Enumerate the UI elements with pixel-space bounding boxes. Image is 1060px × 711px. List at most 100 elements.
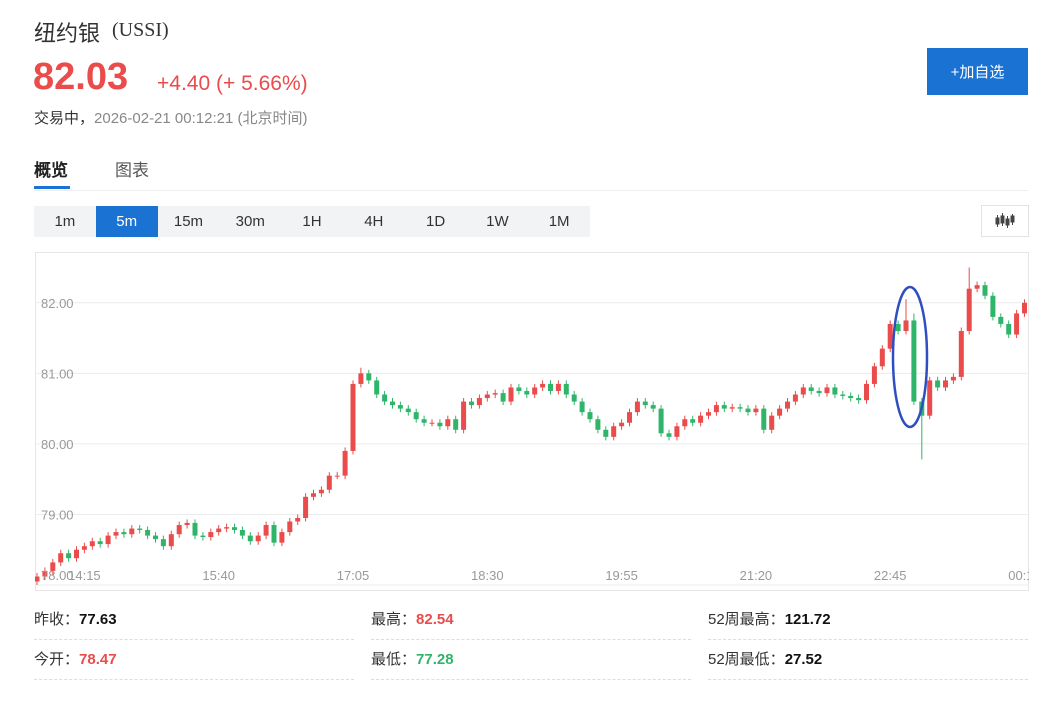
x-tick-label: 15:40 [202,568,235,583]
candle-body [785,401,790,409]
candle-body [990,295,996,317]
candle-body [255,535,261,542]
y-tick-label: 81.00 [41,366,74,381]
stat-label: 最低： [371,651,417,668]
candle-body [1014,313,1020,335]
candle-body [563,383,569,395]
period-button[interactable]: 4H [364,213,384,230]
instrument-name: 纽约银 [34,21,101,46]
stat-label: 最高： [371,611,417,628]
candle-body [864,383,869,401]
x-tick-label: 22:45 [874,568,907,583]
candle-body [848,395,854,399]
candle-body [105,535,111,545]
period-button[interactable]: 1H [302,213,322,230]
stat-value: 77.28 [416,651,454,668]
candle-body [706,412,711,416]
candle-body [642,401,648,406]
period-button[interactable]: 5m [95,206,158,237]
stat-value: 82.54 [416,611,454,628]
y-tick-label: 79.00 [41,507,74,522]
stat-label: 昨收： [34,611,80,628]
candle-body [153,535,158,540]
y-tick-label: 80.00 [41,437,74,452]
candle-body [524,390,530,395]
candle-body [81,546,87,550]
candle-body [461,401,467,430]
period-button[interactable]: 1m [54,213,76,230]
price: 82.03 [33,56,129,98]
candle-body [113,532,119,536]
candle-body [208,532,214,538]
timestamp: 2026-02-21 00:12:21 [94,110,234,127]
x-tick-label: 18:30 [471,568,504,583]
tab[interactable]: 概览 [34,161,68,180]
candle-body [224,527,230,529]
candle-body [413,412,419,420]
candle-icon [995,213,1015,228]
candle-body [200,535,206,538]
period-button[interactable]: 1W [486,213,509,230]
candle-body [429,422,435,424]
x-tick-label: 17:05 [337,568,370,583]
candle-body [816,390,822,394]
candle-body [89,541,95,547]
chart-type-button[interactable] [981,205,1029,237]
x-tick-label: 19:55 [605,568,638,583]
candle-body [903,320,909,332]
candle-body [690,419,696,423]
stat-value: 77.63 [79,611,117,628]
divider [371,679,691,680]
stat: 52周最低：27.52 [708,648,822,669]
add-watchlist-button[interactable]: +加自选 [927,48,1028,95]
stat-label: 今开： [34,651,80,668]
stat: 昨收：77.63 [34,608,117,629]
candle-body [713,405,719,413]
candle-body [634,401,640,413]
candle-body [966,288,972,332]
candle-body [326,475,332,490]
x-tick-label: 21:20 [740,568,773,583]
candle-body [682,419,688,427]
candle-body [492,393,498,395]
candle-body [232,527,237,530]
candle-body [548,383,553,391]
stat: 最高：82.54 [371,608,454,629]
change: +4.40 (+ 5.66%) [157,72,308,96]
candle-body [247,535,253,542]
candle-body [129,528,135,535]
candle-body [50,562,56,571]
stat: 今开：78.47 [34,648,117,669]
candle-body [840,394,846,396]
candle-body [777,408,783,416]
candle-body [808,387,814,391]
period-button[interactable]: 1D [425,213,446,230]
candle-body [484,394,490,399]
y-tick-label: 82.00 [41,296,74,311]
candle-body [445,419,451,427]
instrument-code: (USSI) [112,19,169,41]
candle-body [950,376,956,381]
candle-body [555,383,561,391]
candle-body [137,528,143,530]
candle-body [611,426,617,437]
candle-body [334,475,340,477]
candle-body [666,433,672,437]
candle-body [587,412,593,420]
period-button[interactable]: 15m [173,213,204,230]
stat-value: 121.72 [784,611,831,628]
candle-body [769,415,775,430]
candle-body [508,387,514,402]
period-button[interactable]: 30m [235,213,265,230]
candle-body [571,394,577,402]
tab[interactable]: 图表 [115,161,149,180]
candle-body [927,380,933,416]
x-tick-label: 00:10 [1008,568,1029,583]
candle-body [97,541,103,545]
candle-body [176,525,182,535]
period-button[interactable]: 1M [548,213,570,230]
candle-body [58,553,64,563]
candle-body [982,285,988,296]
candle-body [824,387,830,394]
candle-body [729,407,735,409]
